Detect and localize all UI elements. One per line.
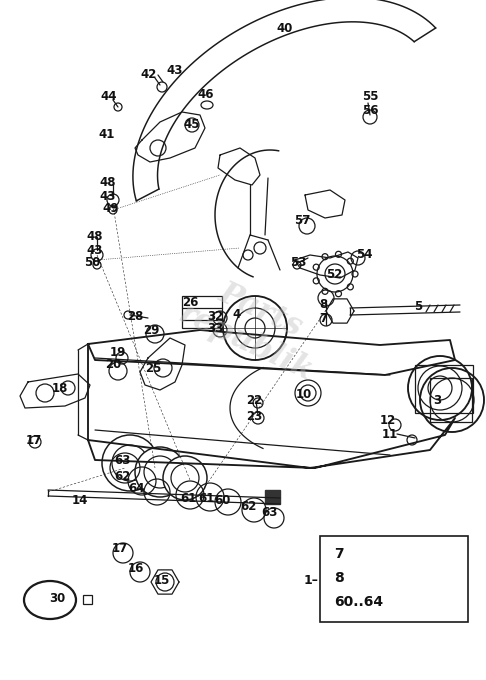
Text: 7: 7 — [319, 311, 327, 324]
Text: 62: 62 — [240, 500, 256, 513]
Text: 5: 5 — [414, 299, 422, 313]
Text: 29: 29 — [143, 324, 159, 337]
Text: 14: 14 — [72, 494, 88, 507]
Text: 57: 57 — [294, 214, 310, 226]
Text: 15: 15 — [154, 573, 170, 586]
Text: 64: 64 — [128, 481, 144, 494]
Bar — [182, 296, 222, 328]
Text: 63: 63 — [261, 505, 277, 518]
Text: 61: 61 — [198, 492, 214, 505]
Text: 43: 43 — [87, 243, 103, 256]
Text: 17: 17 — [112, 541, 128, 554]
Circle shape — [163, 456, 207, 500]
Text: 8: 8 — [334, 571, 344, 585]
Text: 62: 62 — [114, 469, 130, 483]
Text: 50: 50 — [84, 256, 100, 269]
Text: 46: 46 — [198, 88, 214, 101]
Text: 25: 25 — [145, 362, 161, 375]
Text: 48: 48 — [100, 175, 116, 188]
Text: 28: 28 — [127, 309, 143, 322]
Text: 23: 23 — [246, 409, 262, 422]
Bar — [415, 365, 473, 413]
Bar — [320, 536, 468, 622]
Text: 45: 45 — [184, 118, 200, 131]
Text: 10: 10 — [296, 388, 312, 401]
Text: 40: 40 — [277, 22, 293, 35]
Text: 43: 43 — [100, 190, 116, 203]
Text: 54: 54 — [356, 248, 372, 262]
Text: 53: 53 — [290, 256, 306, 269]
Text: 20: 20 — [105, 358, 121, 371]
Text: 41: 41 — [99, 128, 115, 141]
Text: 22: 22 — [246, 394, 262, 407]
Text: 8: 8 — [319, 298, 327, 311]
Text: 3: 3 — [433, 394, 441, 407]
Text: 16: 16 — [128, 562, 144, 575]
Text: 42: 42 — [141, 67, 157, 80]
Text: 30: 30 — [49, 592, 65, 605]
Text: Parts
republik: Parts republik — [173, 266, 332, 387]
Text: 18: 18 — [52, 381, 68, 394]
Text: 52: 52 — [326, 267, 342, 280]
Text: 60..64: 60..64 — [334, 595, 383, 609]
Bar — [430, 378, 472, 422]
Text: 33: 33 — [207, 322, 223, 335]
Text: 43: 43 — [167, 65, 183, 78]
Text: 26: 26 — [182, 296, 198, 309]
Circle shape — [135, 447, 185, 497]
Circle shape — [102, 435, 158, 491]
Bar — [83, 595, 92, 604]
Text: 4: 4 — [233, 307, 241, 320]
Polygon shape — [265, 490, 280, 504]
Text: 60: 60 — [214, 494, 230, 507]
Text: 7: 7 — [334, 547, 344, 561]
Text: 19: 19 — [110, 345, 126, 358]
Text: 11: 11 — [382, 428, 398, 441]
Text: 17: 17 — [26, 434, 42, 447]
Text: 61: 61 — [180, 492, 196, 505]
Text: 63: 63 — [114, 454, 130, 468]
Text: 55: 55 — [362, 90, 378, 103]
Text: 44: 44 — [101, 90, 117, 103]
Text: 1–: 1– — [303, 574, 318, 588]
Text: 32: 32 — [207, 309, 223, 322]
Circle shape — [295, 380, 321, 406]
Text: 12: 12 — [380, 413, 396, 426]
Text: 48: 48 — [87, 230, 103, 243]
Text: 56: 56 — [362, 103, 378, 116]
Text: 49: 49 — [103, 201, 119, 214]
Circle shape — [408, 356, 472, 420]
